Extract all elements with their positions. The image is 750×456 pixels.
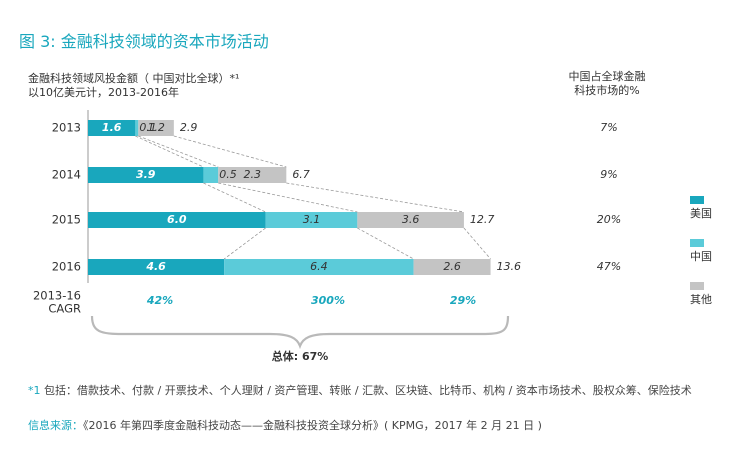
cagr-value-2: 29%	[450, 294, 476, 307]
value-label-2016-1: 6.4	[310, 260, 328, 273]
value-label-2015-2: 3.6	[402, 213, 420, 226]
china-share-2013: 7%	[600, 121, 617, 134]
source-note: 信息来源：《2016 年第四季度金融科技动态——金融科技投资全球分析》( KPM…	[28, 417, 542, 433]
cagr-label-line1: 2013-16	[33, 289, 81, 303]
connector-2-0	[223, 227, 266, 260]
china-share-header-line2: 科技市场的%	[574, 84, 640, 97]
legend-swatch-2	[690, 282, 704, 290]
connector-2-1	[357, 227, 414, 260]
china-share-2015: 20%	[597, 213, 621, 226]
bar-2014-美国	[88, 167, 204, 183]
china-share-header: 中国占全球金融 科技市场的%	[548, 70, 666, 98]
value-label-2014-1: 0.5	[219, 168, 237, 181]
category-label-2015: 2015	[52, 213, 81, 227]
china-share-header-line1: 中国占全球金融	[568, 70, 646, 83]
value-label-2013-2: 1.2	[147, 121, 165, 134]
value-label-2013-1: 0.1	[139, 121, 157, 134]
footnote: *1 包括：借款技术、付款 / 开票技术、个人理财 / 资产管理、转账 / 汇款…	[28, 383, 738, 399]
value-label-2014-2: 2.3	[244, 168, 262, 181]
bar-2015-中国	[265, 212, 358, 228]
legend-label-1: 中国	[690, 250, 712, 263]
legend-swatch-1	[690, 239, 704, 247]
bar-2016-其他	[413, 259, 491, 275]
overall-cagr-label: 总体: 67%	[272, 349, 329, 363]
value-label-2016-2: 2.6	[443, 260, 461, 273]
connector-1-1	[218, 182, 358, 213]
source-text: 《2016 年第四季度金融科技动态——金融科技投资全球分析》( KPMG，201…	[83, 419, 542, 432]
value-label-2015-0: 6.0	[167, 213, 187, 226]
cagr-label-line2: CAGR	[48, 302, 81, 316]
category-label-2016: 2016	[52, 260, 81, 274]
chart-title: 图 3: 金融科技领域的资本市场活动	[19, 32, 269, 51]
cagr-brace	[90, 315, 510, 350]
value-label-2013-0: 1.6	[102, 121, 122, 134]
value-label-2015-1: 3.1	[303, 213, 321, 226]
bar-2015-其他	[357, 212, 464, 228]
category-label-2014: 2014	[52, 168, 81, 182]
bar-2016-中国	[224, 259, 414, 275]
china-share-2014: 9%	[600, 168, 617, 181]
footnote-marker: *1	[28, 384, 41, 397]
bars-group: 2013 1.6 0.11.2 2.9 7% 2014 3.9 0.5 2.3 6.7 9% 2015…	[33, 120, 712, 363]
value-label-2016-0: 4.6	[145, 260, 166, 273]
footnote-text: 包括：借款技术、付款 / 开票技术、个人理财 / 资产管理、转账 / 汇款、区块…	[40, 384, 692, 397]
cagr-value-1: 300%	[311, 294, 345, 307]
total-label-2013: 2.9	[180, 121, 198, 134]
source-label: 信息来源：	[28, 419, 83, 432]
bar-2013-美国	[88, 120, 136, 136]
total-label-2015: 12.7	[470, 213, 495, 226]
bar-2015-美国	[88, 212, 266, 228]
total-label-2014: 6.7	[292, 168, 310, 181]
chart-subtitle: 金融科技领域风投金额（ 中国对比全球）*¹	[28, 72, 240, 85]
bar-2014-其他	[218, 167, 287, 183]
total-label-2016: 13.6	[497, 260, 522, 273]
legend-label-0: 美国	[690, 207, 712, 220]
connector-0-2	[173, 135, 287, 168]
bar-2013-中国	[135, 120, 139, 136]
connector-1-0	[203, 182, 266, 213]
bar-2014-中国	[203, 167, 219, 183]
connector-0-1	[138, 135, 219, 168]
stacked-bar-chart: 2013 1.6 0.11.2 2.9 7% 2014 3.9 0.5 2.3 6.7 9% 2015…	[33, 110, 712, 363]
cagr-value-0: 42%	[146, 294, 173, 307]
bar-2013-其他	[138, 120, 174, 136]
legend-swatch-0	[690, 196, 704, 204]
bar-2016-美国	[88, 259, 225, 275]
value-label-2014-0: 3.9	[136, 168, 156, 181]
china-share-2016: 47%	[597, 260, 621, 273]
connector-2-2	[463, 227, 491, 260]
chart-units: 以10亿美元计，2013-2016年	[28, 86, 179, 99]
legend-label-2: 其他	[690, 293, 712, 306]
category-label-2013: 2013	[52, 121, 81, 135]
connector-1-2	[286, 182, 464, 213]
connector-0-0	[135, 135, 204, 168]
